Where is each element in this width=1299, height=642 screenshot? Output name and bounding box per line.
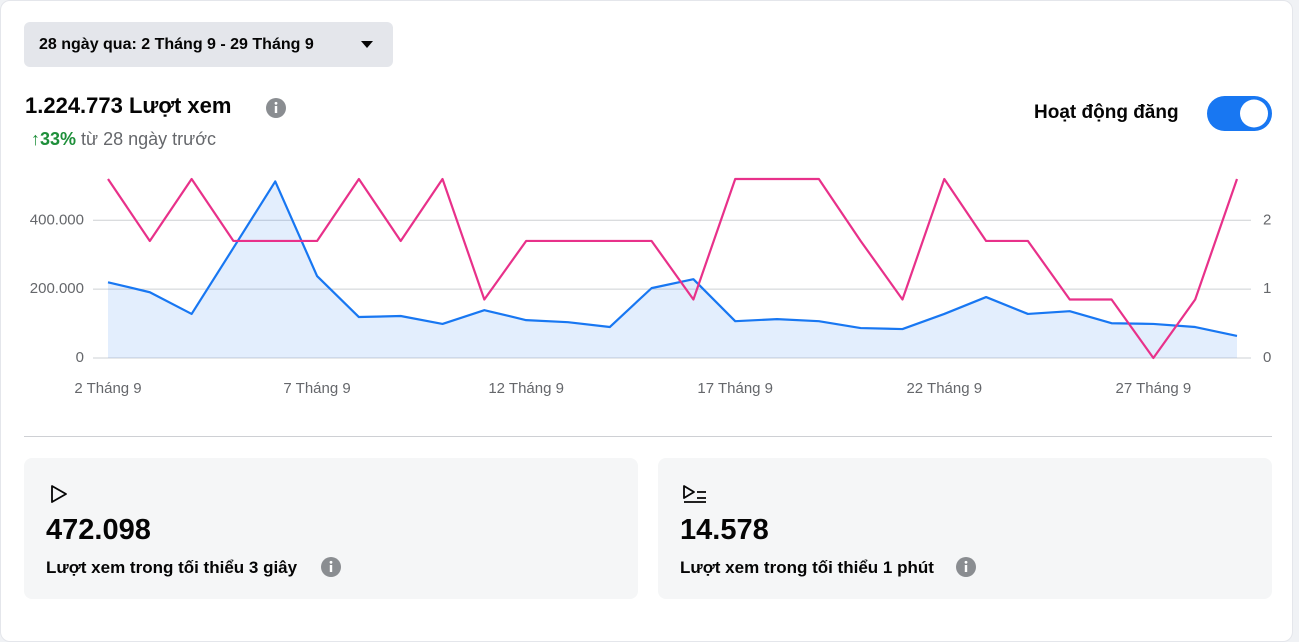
line: [107, 180, 1238, 338]
x-tick-label: 17 Tháng 9: [697, 380, 773, 397]
total-views: 1.224.773 Lượt xem: [25, 93, 232, 118]
x-tick-label: 7 Tháng 9: [283, 380, 350, 397]
y2-tick-label: 0: [1263, 349, 1271, 366]
y-tick-label: 0: [76, 349, 84, 366]
stat-card: 472.098 Lượt xem trong tối thiểu 3 giây: [24, 458, 638, 599]
x-tick-label: 27 Tháng 9: [1116, 380, 1192, 397]
date-range: 28 ngày qua: 2 Tháng 9 - 29 Tháng 9: [39, 36, 314, 53]
y2-tick-label: 2: [1263, 211, 1271, 228]
info-icon[interactable]: [321, 557, 341, 577]
stat-value: 472.098: [46, 514, 151, 546]
stat-label: Lượt xem trong tối thiểu 3 giây: [46, 558, 298, 577]
y-tick-label: 400.000: [30, 211, 84, 228]
line: [107, 177, 1239, 360]
info-icon[interactable]: [956, 557, 976, 577]
date-dropdown[interactable]: 28 ngày qua: 2 Tháng 9 - 29 Tháng 9: [24, 22, 393, 67]
toggle[interactable]: [1207, 96, 1273, 132]
divider: [24, 436, 1272, 437]
change-note: từ 28 ngày trước: [81, 129, 217, 149]
info-icon[interactable]: [266, 98, 286, 118]
x-tick-label: 2 Tháng 9: [74, 380, 141, 397]
list-play-icon: [683, 485, 706, 503]
area: [108, 181, 1237, 358]
caret: [361, 41, 373, 48]
y2-tick-label: 1: [1263, 280, 1271, 297]
change: ↑33% từ 28 ngày trước: [31, 129, 217, 149]
x-tick-label: 12 Tháng 9: [488, 380, 564, 397]
stat-card: 14.578 Lượt xem trong tối thiểu 1 phút: [658, 458, 1272, 599]
play-icon: [51, 485, 67, 503]
change-value: 33%: [40, 129, 77, 149]
stat-label: Lượt xem trong tối thiểu 1 phút: [680, 558, 934, 577]
x-tick-label: 22 Tháng 9: [906, 380, 982, 397]
toggle-label: Hoạt động đăng: [1034, 102, 1179, 123]
stat-value: 14.578: [680, 514, 769, 546]
y-tick-label: 200.000: [30, 280, 84, 297]
